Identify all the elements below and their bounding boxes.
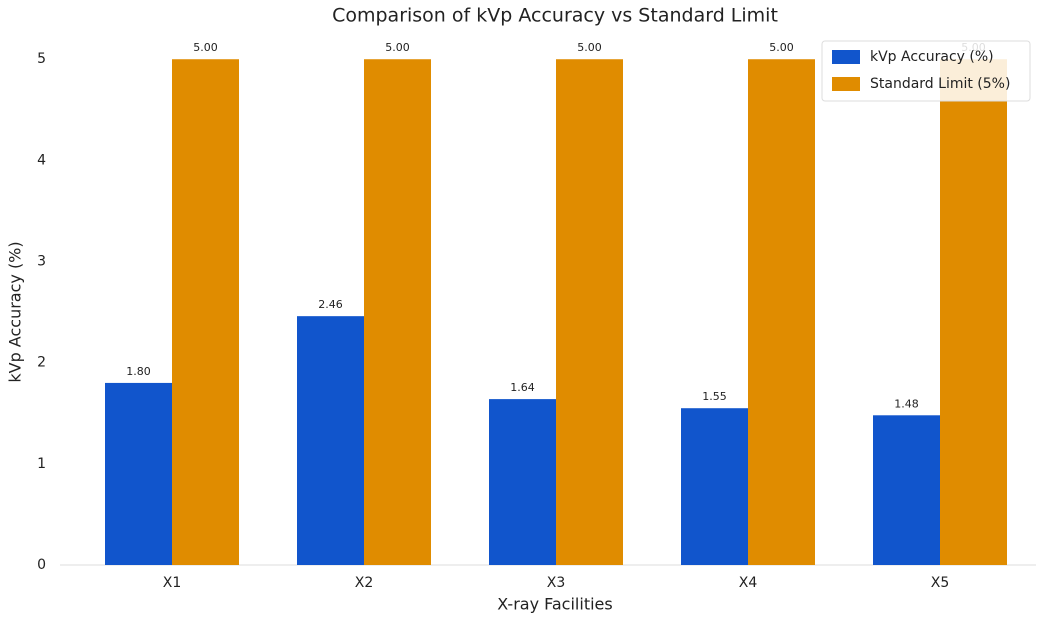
value-label: 2.46 bbox=[318, 298, 343, 311]
value-label: 1.64 bbox=[510, 381, 535, 394]
bar bbox=[105, 382, 172, 565]
x-tick-label: X5 bbox=[931, 575, 950, 591]
value-label: 5.00 bbox=[769, 41, 794, 54]
y-tick-label: 1 bbox=[37, 456, 46, 472]
value-label: 5.00 bbox=[577, 41, 602, 54]
bar bbox=[748, 59, 815, 565]
x-axis-label: X-ray Facilities bbox=[497, 595, 612, 614]
bar bbox=[489, 399, 556, 565]
y-tick-label: 3 bbox=[37, 254, 46, 270]
y-tick-label: 5 bbox=[37, 51, 46, 67]
x-tick-label: X2 bbox=[355, 575, 374, 591]
value-label: 5.00 bbox=[193, 41, 218, 54]
bar bbox=[940, 59, 1007, 565]
legend-box bbox=[821, 40, 1031, 102]
bar bbox=[364, 59, 431, 565]
x-tick-label: X3 bbox=[547, 575, 566, 591]
y-tick-label: 4 bbox=[37, 152, 46, 168]
value-label: 1.48 bbox=[894, 397, 919, 410]
legend: kVp Accuracy (%) Standard Limit (5%) bbox=[821, 40, 1031, 102]
bar bbox=[297, 316, 364, 565]
bar bbox=[681, 408, 748, 565]
value-label: 5.00 bbox=[385, 41, 410, 54]
chart-title: Comparison of kVp Accuracy vs Standard L… bbox=[332, 5, 778, 27]
bar bbox=[556, 59, 623, 565]
y-tick-label: 0 bbox=[37, 557, 46, 573]
x-tick-label: X4 bbox=[739, 575, 758, 591]
y-axis-label: kVp Accuracy (%) bbox=[6, 241, 25, 382]
bar bbox=[873, 415, 940, 565]
y-tick-label: 2 bbox=[37, 355, 46, 371]
x-tick-label: X1 bbox=[163, 575, 182, 591]
legend-swatch bbox=[832, 50, 860, 64]
bar bbox=[172, 59, 239, 565]
legend-swatch bbox=[832, 77, 860, 91]
legend-label: kVp Accuracy (%) bbox=[870, 49, 994, 65]
value-label: 1.80 bbox=[126, 365, 151, 378]
value-label: 1.55 bbox=[702, 390, 727, 403]
legend-label: Standard Limit (5%) bbox=[870, 76, 1010, 92]
